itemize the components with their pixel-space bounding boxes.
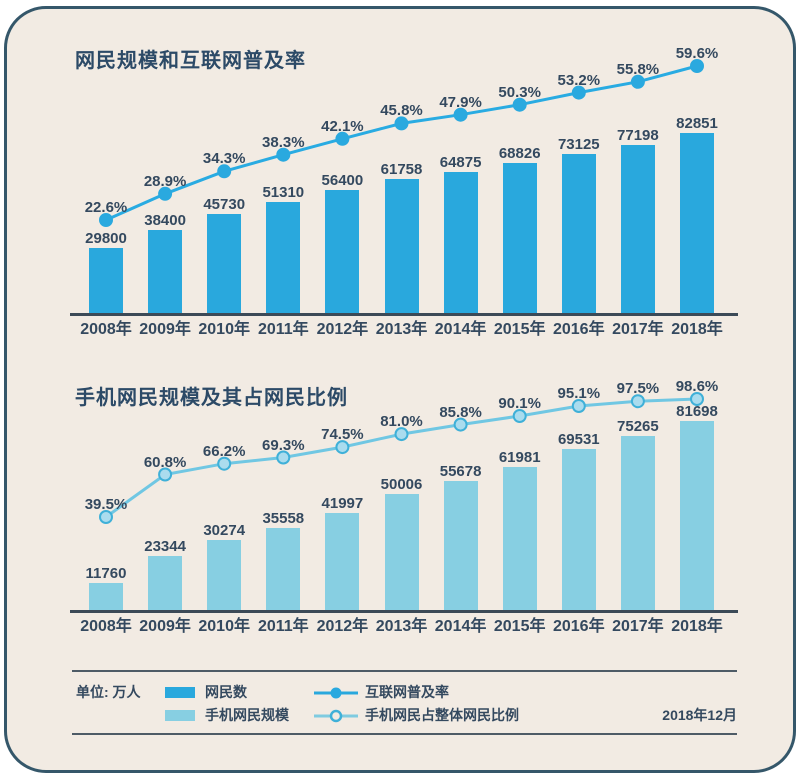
- chart-title-mobile-users: 手机网民规模及其占网民比例: [75, 387, 348, 409]
- legend-line-open-dot-icon: [313, 709, 359, 723]
- legend-label-penetration-rate: 互联网普及率: [365, 684, 449, 700]
- x-axis-line: [70, 313, 738, 316]
- unit-label: 单位: 万人: [76, 684, 141, 700]
- report-date: 2018年12月: [662, 707, 737, 723]
- legend-swatch-internet-users: [165, 687, 195, 698]
- legend-label-mobile-share: 手机网民占整体网民比例: [365, 707, 519, 723]
- legend-label-internet-users: 网民数: [205, 684, 247, 700]
- legend-divider-top: [72, 670, 737, 672]
- legend-label-mobile-users: 手机网民规模: [205, 707, 289, 723]
- chart-title-internet-users: 网民规模和互联网普及率: [75, 50, 306, 72]
- legend-swatch-mobile-users: [165, 710, 195, 721]
- legend-line-filled-dot-icon: [313, 686, 359, 700]
- legend-divider-bottom: [72, 733, 737, 735]
- x-axis-line: [70, 610, 738, 613]
